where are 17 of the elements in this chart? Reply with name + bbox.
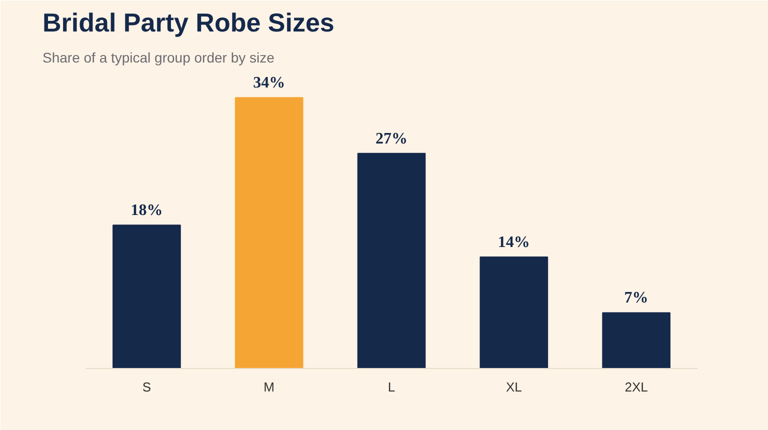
data-label: 7% [624,290,648,307]
x-tick-label: S [142,380,152,394]
data-label: 34% [253,74,286,92]
chart-title: Bridal Party Robe Sizes [42,8,334,38]
data-label: 14% [498,234,530,251]
bar [112,224,181,368]
bar [480,256,548,368]
x-tick-label: 2XL [624,380,648,394]
data-label: 27% [376,130,408,148]
bar [602,312,670,368]
data-label: 18% [130,202,163,220]
x-tick-label: XL [506,380,522,394]
chart-subtitle: Share of a typical group order by size [42,50,275,66]
x-tick-label: L [388,380,396,394]
bar [357,152,426,368]
bar [234,97,304,368]
x-tick-label: M [264,380,275,394]
